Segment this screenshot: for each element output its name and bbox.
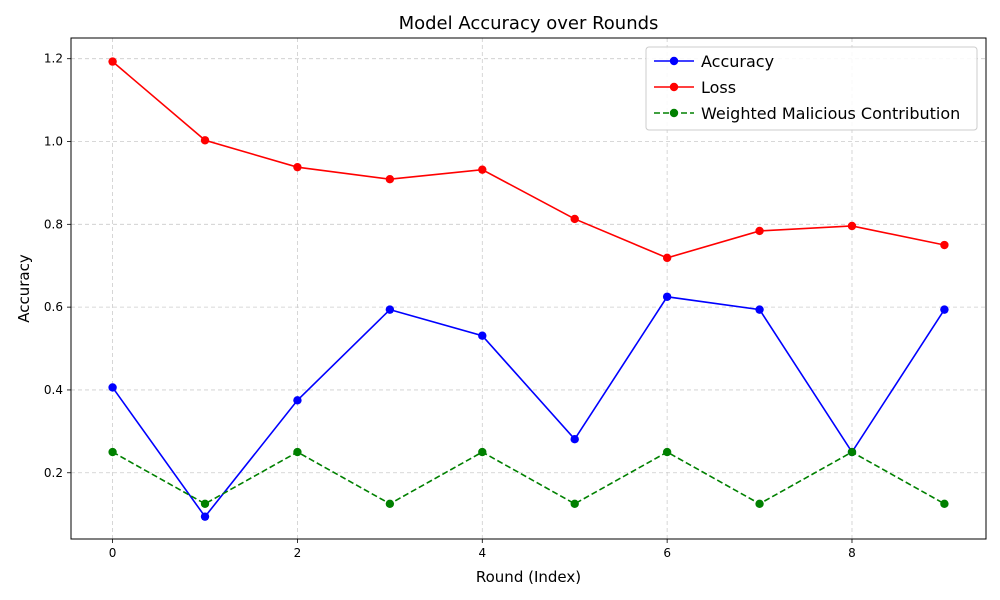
data-point: [847, 221, 857, 231]
y-tick-label: 0.2: [44, 466, 63, 480]
data-point: [385, 174, 395, 184]
x-tick-label: 0: [109, 546, 117, 560]
series-weighted-malicious-contribution: [108, 447, 949, 509]
data-point: [847, 447, 857, 457]
plot-frame: [70, 37, 987, 540]
legend-label: Accuracy: [701, 52, 774, 71]
data-point: [108, 383, 117, 392]
x-tick-label: 2: [294, 546, 302, 560]
legend-label: Weighted Malicious Contribution: [701, 104, 960, 123]
data-point: [293, 162, 302, 172]
data-point: [293, 396, 302, 405]
data-point: [108, 57, 117, 66]
legend-box: [645, 46, 978, 131]
data-point: [200, 512, 210, 521]
data-point: [200, 136, 210, 145]
y-tick-label: 0.6: [44, 300, 63, 314]
data-point: [662, 447, 672, 457]
data-point: [385, 305, 395, 314]
data-point: [755, 499, 764, 509]
series-line: [112, 451, 945, 505]
data-point: [293, 447, 302, 457]
series-layer: [108, 57, 949, 521]
y-tick-label: 1.0: [44, 135, 63, 149]
legend: Accuracy Loss Weighted Malicious Contribut…: [645, 46, 978, 131]
data-point: [478, 447, 487, 457]
data-point: [662, 292, 672, 301]
y-tick-label: 0.8: [44, 217, 63, 231]
ticks: 0 2 4 6 8 0.2 0.4 0.6 0.8 1.0 1.2: [44, 52, 856, 560]
data-point: [478, 331, 487, 340]
legend-marker: [669, 82, 679, 92]
x-tick-label: 8: [848, 546, 856, 560]
series-loss: [108, 57, 949, 263]
y-tick-label: 0.4: [44, 383, 63, 397]
series-line: [111, 295, 946, 518]
data-point: [940, 305, 949, 314]
data-point: [940, 240, 949, 250]
data-point: [385, 499, 395, 509]
grid: [71, 38, 986, 539]
y-tick-label: 1.2: [44, 52, 63, 66]
data-point: [570, 214, 579, 224]
data-point: [755, 305, 764, 314]
data-point: [570, 435, 579, 444]
x-axis-label: Round (Index): [476, 568, 581, 586]
data-point: [200, 499, 210, 509]
data-point: [755, 226, 764, 236]
series-line: [112, 60, 945, 259]
x-tick-label: 4: [478, 546, 486, 560]
x-tick-label: 6: [663, 546, 671, 560]
legend-marker: [669, 108, 679, 118]
y-axis-label: Accuracy: [15, 254, 33, 323]
data-point: [478, 165, 487, 174]
chart-title: Model Accuracy over Rounds: [399, 13, 659, 34]
data-point: [940, 499, 949, 509]
data-point: [570, 499, 579, 509]
data-point: [108, 447, 117, 457]
legend-marker: [669, 56, 679, 66]
legend-label: Loss: [701, 78, 736, 97]
data-point: [662, 253, 672, 263]
